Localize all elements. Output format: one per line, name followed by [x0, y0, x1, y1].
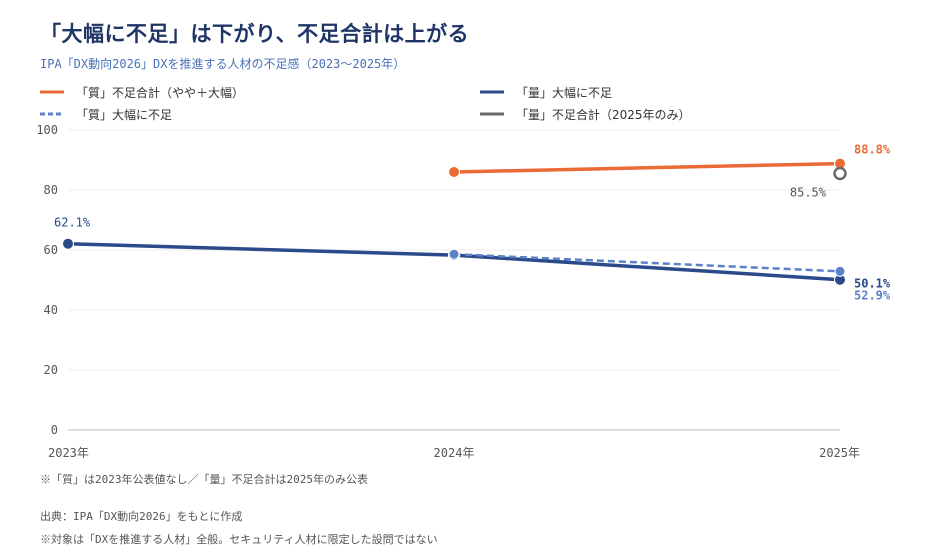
data-point-quality-severe — [834, 265, 846, 277]
y-tick-label: 80 — [44, 183, 58, 197]
legend-item-quality-total: 「質」不足合計（やや＋大幅） — [40, 84, 244, 100]
chart-title: 「大幅に不足」は下がり、不足合計は上がる — [40, 22, 470, 46]
legend-item-quantity-total: 「量」不足合計（2025年のみ） — [480, 106, 691, 122]
data-label-quality-total-2025: 88.8% — [854, 143, 891, 157]
data-label-quantity-severe-2025: 50.1% — [854, 277, 891, 291]
data-label-quantity-total-2025: 85.5% — [790, 186, 827, 200]
y-tick-label: 20 — [44, 363, 58, 377]
data-label-quantity-severe-2023: 62.1% — [54, 216, 91, 230]
legend-label: 「量」不足合計（2025年のみ） — [516, 107, 691, 122]
legend-swatch-orange-line — [40, 90, 64, 94]
legend-label: 「質」不足合計（やや＋大幅） — [76, 85, 245, 100]
series-line-quality-total — [453, 161, 841, 174]
legend-item-quality-severe: 「質」大幅に不足 — [40, 106, 172, 122]
legend-label: 「量」大幅に不足 — [516, 85, 613, 100]
legend-swatch-navy-line — [480, 90, 504, 94]
source-note: 出典：IPA「DX動向2026」をもとに作成 — [40, 510, 243, 523]
y-tick-label: 100 — [36, 123, 58, 137]
series-line-quality-severe — [453, 252, 841, 273]
line-chart: 0 20 40 60 80 100 2023年 2024年 2025年 88.8% 85.5% 62.… — [36, 123, 891, 460]
data-label-quality-severe-2025: 52.9% — [854, 289, 891, 303]
data-point-quantity-severe — [62, 237, 74, 250]
x-tick-label: 2024年 — [434, 446, 475, 460]
y-tick-label: 60 — [44, 243, 58, 257]
legend-swatch-gray-line — [480, 112, 504, 116]
legend-label: 「質」大幅に不足 — [76, 107, 173, 122]
data-point-quality-total — [448, 166, 460, 178]
legend-item-quantity-severe: 「量」大幅に不足 — [480, 84, 612, 100]
y-tick-label: 0 — [51, 423, 58, 437]
y-tick-label: 40 — [44, 303, 58, 317]
legend-swatch-dashed-line — [40, 112, 64, 116]
chart-subtitle: IPA「DX動向2026」DXを推進する人材の不足感（2023〜2025年） — [40, 57, 406, 71]
footnote: ※「質」は2023年公表値なし／「量」不足合計は2025年のみ公表 — [40, 473, 368, 486]
data-point-quantity-total — [833, 166, 847, 181]
x-tick-label: 2023年 — [48, 446, 89, 460]
x-tick-label: 2025年 — [819, 446, 860, 460]
scope-note: ※対象は「DXを推進する人材」全般。セキュリティ人材に限定した設問ではない — [40, 533, 438, 546]
data-point-quality-severe — [448, 248, 460, 260]
